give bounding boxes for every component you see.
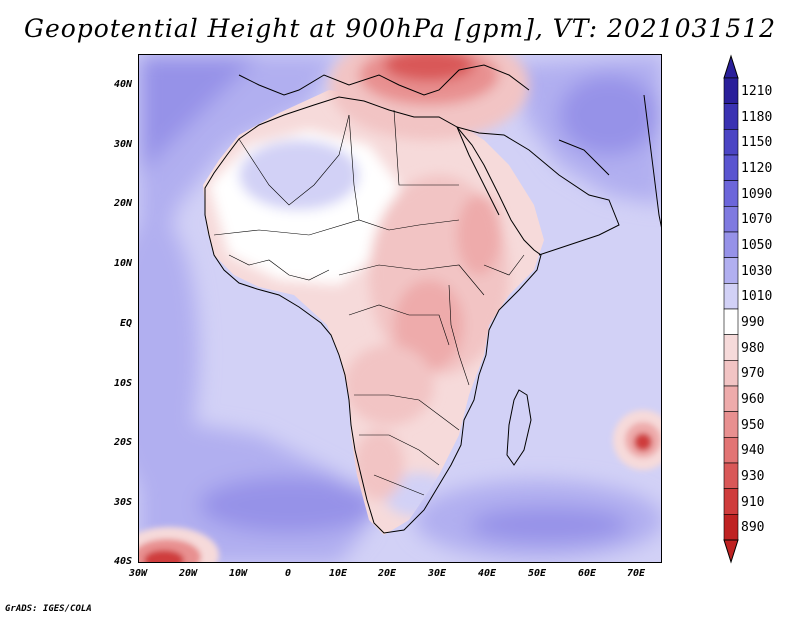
colorbar-swatch: [723, 231, 739, 258]
border-horn: [483, 254, 525, 276]
border-sahara-east: [348, 114, 360, 221]
colorbar-label: 1070: [741, 212, 773, 228]
colorbar-label: 1120: [741, 160, 773, 176]
colorbar-label: 990: [741, 314, 765, 330]
lat-label-30s: 30S: [113, 497, 132, 508]
lon-label-10w: 10W: [228, 568, 248, 579]
lon-label-30w: 30W: [128, 568, 148, 579]
colorbar-swatch: [723, 180, 739, 207]
africa-coastline: [204, 96, 542, 534]
ethiopia-low: [457, 195, 501, 275]
border-south-africa: [373, 474, 425, 496]
lat-label-20s: 20S: [113, 437, 132, 448]
north-atlantic-core: [139, 55, 259, 175]
border-congo: [348, 304, 450, 346]
colorbar-label: 1180: [741, 109, 773, 125]
lat-label-40s: 40S: [113, 556, 132, 567]
lon-label-10e: 10E: [328, 568, 348, 579]
colorbar-swatch: [723, 488, 739, 515]
persian-gulf-coast: [558, 139, 610, 176]
colorbar-swatch: [723, 308, 739, 335]
madagascar-coastline: [506, 389, 532, 466]
lat-label-40n: 40N: [113, 79, 132, 90]
indian-ocean-cyclone: [613, 410, 661, 470]
colorbar-swatch: [723, 103, 739, 130]
lon-label-50e: 50E: [527, 568, 547, 579]
med-low-core: [384, 55, 474, 81]
colorbar-top-arrow: [723, 54, 739, 79]
country-borders: [213, 109, 525, 496]
colorbar-swatch: [723, 154, 739, 181]
border-west-africa: [228, 254, 330, 281]
geopotential-map: [139, 55, 661, 562]
ocean-high-contours: [139, 55, 661, 562]
colorbar-swatch: [723, 129, 739, 156]
colorbar-label: 1030: [741, 263, 773, 279]
border-east-africa: [448, 284, 470, 386]
coastlines: [204, 64, 661, 534]
colorbar-label: 1050: [741, 237, 773, 253]
lon-label-20w: 20W: [178, 568, 198, 579]
colorbar-label: 1210: [741, 83, 773, 99]
colorbar-label: 930: [741, 468, 765, 484]
colorbar-swatch: [723, 462, 739, 489]
south-indian-high: [469, 507, 629, 543]
lon-label-30e: 30E: [427, 568, 447, 579]
colorbar-swatch: [723, 437, 739, 464]
lat-label-10n: 10N: [113, 258, 132, 269]
lat-label-10s: 10S: [113, 378, 132, 389]
lon-label-60e: 60E: [577, 568, 597, 579]
south-atlantic-high: [199, 477, 379, 533]
colorbar-label: 950: [741, 417, 765, 433]
border-southern-africa: [354, 394, 460, 431]
kalahari-zone: [354, 430, 404, 500]
map-plot-area: [138, 54, 662, 563]
lat-label-20n: 20N: [113, 198, 132, 209]
mediterranean-low: [329, 55, 529, 140]
india-coastline: [643, 94, 661, 228]
colorbar-swatch: [723, 77, 739, 104]
lon-label-40e: 40E: [477, 568, 497, 579]
colorbar-swatch: [723, 257, 739, 284]
border-central-africa: [338, 264, 485, 296]
colorbar-swatch: [723, 206, 739, 233]
lon-label-70e: 70E: [626, 568, 646, 579]
colorbar-swatch: [723, 411, 739, 438]
colorbar-bottom-arrow: [723, 539, 739, 564]
colorbar-swatch: [723, 334, 739, 361]
red-sea-coast: [456, 126, 500, 216]
colorbar-label: 980: [741, 340, 765, 356]
border-egypt-sudan: [393, 109, 459, 186]
colorbar-label: 1090: [741, 186, 773, 202]
lat-label-30n: 30N: [113, 139, 132, 150]
arabia-coastline: [456, 126, 620, 256]
europe-coastline: [238, 64, 530, 96]
sahara-high: [239, 140, 359, 210]
colorbar-swatch: [723, 514, 739, 541]
border-angola-namibia: [359, 434, 440, 466]
colorbar-label: 1150: [741, 135, 773, 151]
colorbar-swatch: [723, 385, 739, 412]
colorbar-label: 940: [741, 443, 765, 459]
cyclone-core: [634, 433, 652, 451]
colorbar-label: 1010: [741, 289, 773, 305]
central-asia-high: [559, 75, 659, 155]
colorbar-label: 960: [741, 391, 765, 407]
colorbar-label: 890: [741, 520, 765, 536]
lake-region-low: [394, 280, 464, 370]
colorbar-swatch: [723, 283, 739, 310]
lat-label-eq: EQ: [119, 318, 132, 329]
grads-credit: GrADS: IGES/COLA: [5, 604, 92, 614]
map-title: Geopotential Height at 900hPa [gpm], VT:…: [23, 14, 777, 43]
sa-low-core: [144, 550, 184, 562]
colorbar-label: 970: [741, 366, 765, 382]
south-atlantic-low: [139, 527, 219, 562]
colorbar-label: 910: [741, 494, 765, 510]
lon-label-20e: 20E: [377, 568, 397, 579]
congo-basin-low: [344, 345, 434, 425]
colorbar-swatch: [723, 360, 739, 387]
lon-label-0: 0: [284, 568, 292, 579]
border-maghreb: [238, 114, 350, 206]
